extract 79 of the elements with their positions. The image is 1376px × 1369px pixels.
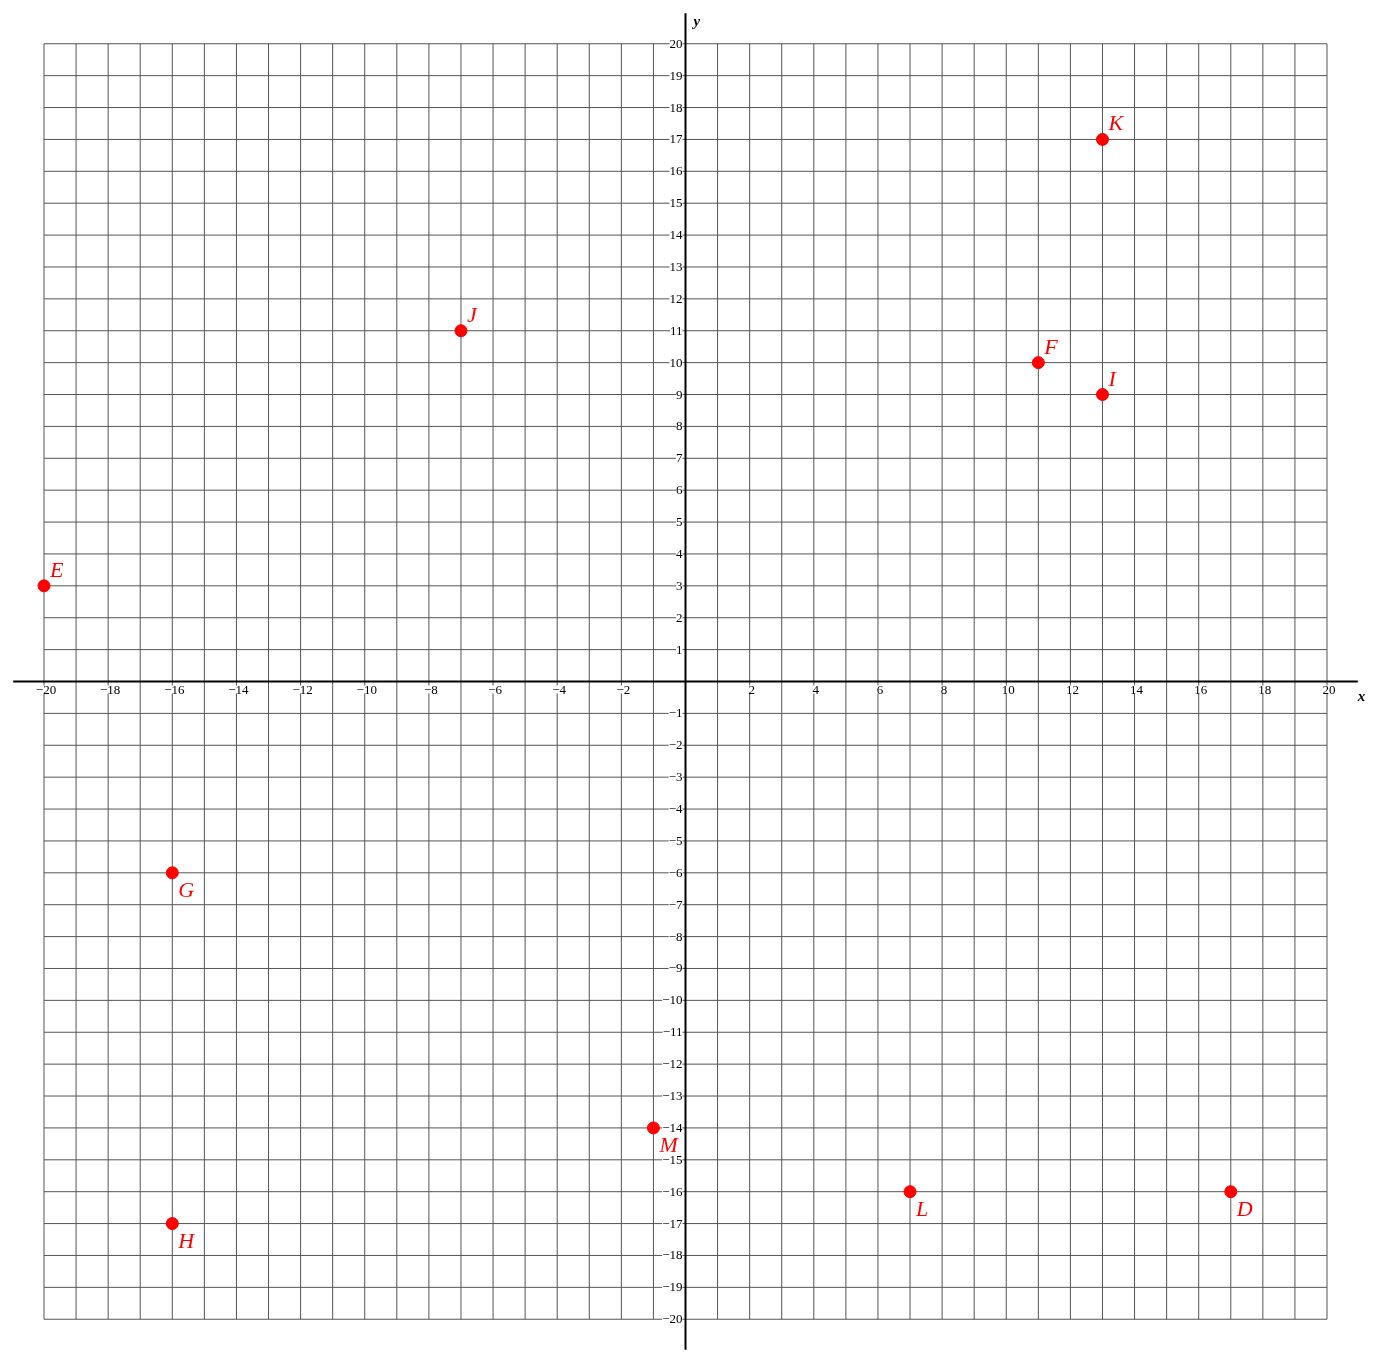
x-tick-label: −2: [616, 681, 631, 697]
x-tick-label: −12: [292, 681, 313, 697]
y-tick-label: −19: [662, 1279, 683, 1295]
annotation: I: [1107, 365, 1118, 391]
y-tick-label: 9: [676, 386, 683, 402]
x-tick-label: 2: [748, 681, 755, 697]
point: [1095, 388, 1109, 402]
y-tick-label: 2: [676, 609, 683, 625]
y-tick-label: −8: [668, 928, 683, 944]
x-tick-label: 20: [1322, 681, 1336, 697]
y-tick-label: 10: [669, 354, 683, 370]
y-tick-label: 17: [669, 131, 683, 147]
y-tick-label: 20: [669, 35, 683, 51]
y-tick-label: 13: [669, 258, 683, 274]
y-tick-label: −1: [668, 705, 683, 721]
y-tick-label: −5: [668, 832, 683, 848]
y-tick-label: −11: [662, 1024, 683, 1040]
y-tick-label: 7: [676, 450, 683, 466]
x-tick-label: 10: [1001, 681, 1015, 697]
annotation: D: [1235, 1195, 1253, 1221]
y-tick-label: −9: [668, 960, 683, 976]
y-tick-label: −16: [662, 1183, 683, 1199]
point: [165, 866, 179, 880]
y-tick-label: −4: [668, 801, 683, 817]
x-tick-label: −8: [423, 681, 438, 697]
y-axis-title: y: [691, 12, 701, 29]
y-tick-label: 16: [669, 163, 683, 179]
y-tick-label: 12: [669, 290, 683, 306]
y-tick-label: −12: [662, 1056, 683, 1072]
x-tick-label: −20: [35, 681, 57, 697]
y-tick-label: −10: [662, 992, 683, 1008]
annotation: K: [1107, 110, 1125, 136]
annotation: J: [466, 301, 478, 327]
y-tick-label: 15: [669, 195, 683, 211]
point: [646, 1121, 660, 1135]
x-tick-label: 8: [940, 681, 948, 697]
y-tick-label: 3: [676, 577, 683, 593]
x-tick-label: 4: [812, 681, 820, 697]
y-tick-label: −6: [668, 864, 683, 880]
point: [1095, 132, 1109, 146]
annotation: H: [177, 1227, 196, 1253]
x-axis-title: x: [1356, 687, 1366, 704]
y-tick-label: 19: [669, 67, 683, 83]
y-tick-label: −3: [668, 769, 683, 785]
y-tick-label: 18: [669, 99, 683, 115]
annotation: E: [48, 556, 64, 582]
y-tick-label: −7: [668, 896, 683, 912]
y-tick-label: −20: [662, 1311, 683, 1327]
annotation: L: [915, 1195, 929, 1221]
point: [37, 579, 51, 593]
y-tick-label: 11: [669, 322, 683, 338]
x-tick-label: −6: [488, 681, 503, 697]
y-tick-label: −2: [668, 737, 683, 753]
y-tick-label: −17: [662, 1215, 683, 1231]
y-tick-label: 8: [676, 418, 683, 434]
annotation: G: [178, 876, 195, 902]
y-tick-label: 1: [676, 641, 683, 657]
x-tick-label: 6: [876, 681, 884, 697]
point: [1031, 356, 1045, 370]
x-tick-label: −16: [164, 681, 185, 697]
y-tick-label: −18: [662, 1247, 683, 1263]
point: [165, 1217, 179, 1231]
x-tick-label: 14: [1130, 681, 1144, 697]
x-tick-label: 16: [1194, 681, 1208, 697]
y-tick-label: 4: [676, 545, 683, 561]
point: [454, 324, 468, 338]
point: [903, 1185, 917, 1199]
x-tick-label: 18: [1258, 681, 1272, 697]
y-tick-label: 14: [669, 227, 683, 243]
y-tick-label: 5: [676, 514, 683, 530]
x-tick-label: −14: [228, 681, 250, 697]
x-tick-label: −10: [356, 681, 377, 697]
y-tick-label: −13: [662, 1088, 683, 1104]
point: [1224, 1185, 1238, 1199]
annotation: F: [1043, 333, 1059, 359]
x-tick-label: 12: [1065, 681, 1079, 697]
x-tick-label: −18: [99, 681, 121, 697]
y-tick-label: 6: [676, 482, 683, 498]
x-tick-label: −4: [552, 681, 567, 697]
